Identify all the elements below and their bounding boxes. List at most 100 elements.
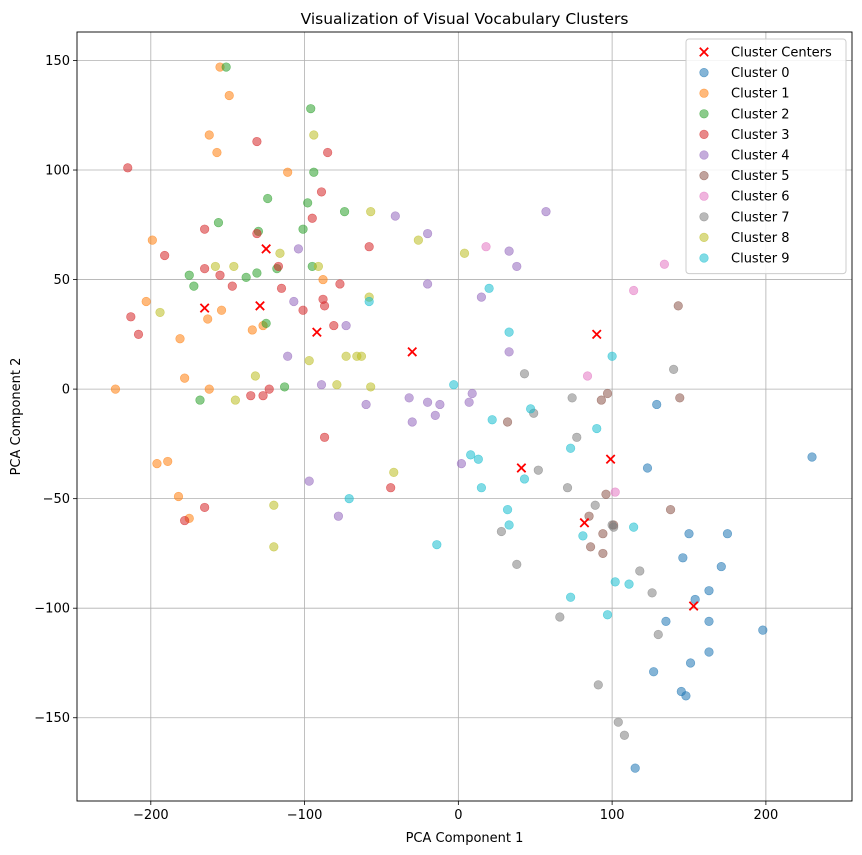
data-point bbox=[464, 397, 474, 407]
series-cluster-7 bbox=[496, 364, 679, 740]
data-point bbox=[364, 296, 374, 307]
data-point bbox=[204, 384, 214, 394]
chart-title: Visualization of Visual Vocabulary Clust… bbox=[301, 10, 629, 28]
data-point bbox=[675, 393, 685, 403]
y-tick-label: 0 bbox=[62, 383, 70, 398]
data-point bbox=[590, 500, 600, 510]
data-point bbox=[332, 380, 342, 390]
data-point bbox=[487, 415, 497, 425]
data-point bbox=[216, 305, 227, 315]
center-stroke bbox=[688, 601, 699, 611]
x-tick-label: 100 bbox=[600, 808, 625, 823]
data-point bbox=[273, 261, 284, 272]
legend-entry-cluster-0: Cluster 0 bbox=[699, 66, 790, 81]
center-stroke bbox=[407, 347, 418, 357]
data-point bbox=[481, 242, 491, 252]
data-point bbox=[341, 351, 351, 361]
data-point bbox=[309, 167, 319, 177]
data-point bbox=[319, 432, 330, 442]
data-point bbox=[203, 314, 213, 324]
cluster-center-marker bbox=[579, 517, 590, 528]
data-point bbox=[562, 483, 573, 493]
data-point bbox=[555, 612, 565, 622]
legend-marker bbox=[699, 47, 709, 57]
data-point bbox=[619, 730, 630, 740]
data-point bbox=[195, 395, 205, 405]
data-point bbox=[175, 334, 185, 344]
cluster-center-marker bbox=[688, 601, 699, 611]
legend-label: Cluster 3 bbox=[731, 128, 790, 143]
data-point bbox=[596, 395, 606, 405]
data-point bbox=[669, 364, 679, 374]
legend-entry-cluster-8: Cluster 8 bbox=[699, 231, 790, 246]
data-point bbox=[221, 62, 231, 72]
data-point bbox=[649, 667, 659, 677]
legend-label: Cluster 7 bbox=[731, 210, 790, 225]
center-stroke bbox=[591, 329, 602, 340]
data-point bbox=[173, 491, 184, 502]
y-tick-label: 100 bbox=[45, 164, 70, 179]
data-point bbox=[366, 207, 376, 217]
data-point bbox=[356, 351, 367, 361]
data-point bbox=[602, 388, 613, 399]
data-point bbox=[601, 489, 611, 499]
y-axis-ticks: −150 −100 −50 0 50 100 150 bbox=[34, 54, 77, 726]
data-point bbox=[466, 450, 476, 460]
data-point bbox=[610, 487, 620, 497]
legend-entry-centers: Cluster Centers bbox=[699, 46, 832, 61]
x-tick-label: −100 bbox=[287, 808, 323, 823]
data-point bbox=[566, 592, 576, 602]
data-point bbox=[502, 505, 513, 515]
legend-label: Cluster 4 bbox=[731, 149, 790, 164]
data-point bbox=[147, 235, 157, 245]
data-point bbox=[333, 511, 344, 521]
legend-label: Cluster 5 bbox=[731, 169, 790, 184]
data-point bbox=[230, 395, 240, 405]
data-point bbox=[652, 399, 662, 410]
data-point bbox=[642, 463, 653, 473]
data-point bbox=[584, 511, 594, 521]
center-stroke bbox=[605, 454, 616, 465]
data-point bbox=[533, 465, 543, 475]
data-point bbox=[467, 388, 477, 399]
data-point bbox=[422, 279, 433, 289]
data-point bbox=[567, 393, 577, 403]
data-point bbox=[630, 763, 640, 773]
data-point bbox=[339, 207, 350, 217]
data-point bbox=[704, 616, 714, 626]
legend-box bbox=[685, 38, 847, 275]
data-point bbox=[126, 312, 136, 322]
data-point bbox=[476, 483, 487, 493]
data-point bbox=[344, 494, 354, 504]
data-point bbox=[613, 717, 623, 727]
data-point bbox=[807, 452, 817, 462]
data-point bbox=[572, 432, 582, 442]
x-axis-label: PCA Component 1 bbox=[406, 831, 524, 846]
legend-entry-cluster-2: Cluster 2 bbox=[699, 107, 790, 122]
data-point bbox=[704, 647, 714, 657]
series-cluster-9 bbox=[344, 283, 639, 620]
x-axis-ticks: −200 −100 0 100 200 bbox=[133, 801, 778, 823]
y-tick-label: −100 bbox=[34, 602, 70, 617]
data-point bbox=[704, 586, 714, 596]
legend-entry-cluster-7: Cluster 7 bbox=[699, 210, 790, 225]
data-point bbox=[318, 274, 328, 285]
data-point bbox=[659, 259, 670, 269]
data-point bbox=[306, 104, 316, 114]
legend-marker bbox=[699, 88, 709, 98]
data-point bbox=[110, 384, 121, 394]
data-point bbox=[250, 371, 260, 381]
data-point bbox=[184, 270, 194, 280]
cluster-center-marker bbox=[516, 463, 527, 473]
data-point bbox=[456, 459, 467, 469]
data-point bbox=[607, 351, 617, 361]
data-point bbox=[200, 264, 210, 274]
data-point bbox=[252, 136, 262, 147]
data-point bbox=[304, 356, 314, 366]
data-point bbox=[283, 167, 293, 177]
data-point bbox=[629, 285, 639, 296]
data-point bbox=[307, 213, 317, 223]
data-point bbox=[200, 224, 210, 234]
data-point bbox=[204, 130, 214, 140]
data-point bbox=[264, 384, 274, 394]
